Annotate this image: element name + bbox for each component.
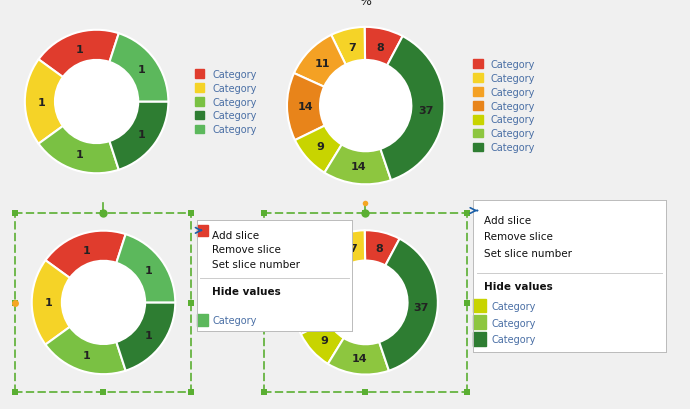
Text: 11: 11 xyxy=(318,259,334,269)
Wedge shape xyxy=(301,321,344,364)
Wedge shape xyxy=(46,231,126,278)
Text: 37: 37 xyxy=(413,302,428,312)
Title: %: % xyxy=(359,0,372,8)
Text: 1: 1 xyxy=(76,45,83,55)
Wedge shape xyxy=(331,28,365,65)
Text: 7: 7 xyxy=(349,244,357,254)
Bar xyxy=(473,332,486,346)
Wedge shape xyxy=(334,231,365,265)
Text: 8: 8 xyxy=(375,244,383,254)
Wedge shape xyxy=(380,239,438,371)
Wedge shape xyxy=(380,37,444,181)
Text: 7: 7 xyxy=(348,43,355,52)
Wedge shape xyxy=(117,303,175,371)
Circle shape xyxy=(62,261,145,344)
Text: Category: Category xyxy=(213,315,257,325)
Text: 37: 37 xyxy=(418,106,434,116)
Wedge shape xyxy=(328,338,389,375)
Circle shape xyxy=(55,61,138,144)
Text: 14: 14 xyxy=(351,162,367,171)
Wedge shape xyxy=(110,34,168,102)
Text: Add slice: Add slice xyxy=(213,230,259,240)
Text: 1: 1 xyxy=(44,298,52,308)
Text: 1: 1 xyxy=(144,265,152,275)
Bar xyxy=(197,225,208,236)
Wedge shape xyxy=(39,127,119,174)
Legend: Category, Category, Category, Category, Category: Category, Category, Category, Category, … xyxy=(195,70,257,135)
Text: 11: 11 xyxy=(315,59,330,69)
Wedge shape xyxy=(300,238,347,285)
Text: 9: 9 xyxy=(317,142,325,152)
Text: Set slice number: Set slice number xyxy=(484,248,572,258)
Circle shape xyxy=(320,61,411,152)
Wedge shape xyxy=(25,60,63,144)
Text: Set slice number: Set slice number xyxy=(213,259,300,269)
Text: Remove slice: Remove slice xyxy=(213,245,281,254)
Text: 14: 14 xyxy=(352,353,367,363)
Wedge shape xyxy=(293,273,328,334)
Bar xyxy=(473,299,486,312)
Wedge shape xyxy=(364,28,403,66)
Wedge shape xyxy=(324,145,391,185)
Text: 1: 1 xyxy=(83,350,90,360)
Text: 8: 8 xyxy=(376,43,384,53)
Text: Category: Category xyxy=(492,318,536,328)
Wedge shape xyxy=(39,31,119,78)
Text: 1: 1 xyxy=(137,130,145,139)
Bar xyxy=(473,315,486,329)
Text: Category: Category xyxy=(492,301,536,311)
Legend: Category, Category, Category, Category, Category, Category, Category: Category, Category, Category, Category, … xyxy=(473,60,535,153)
Wedge shape xyxy=(295,126,342,173)
Text: Hide values: Hide values xyxy=(213,287,281,297)
Text: Add slice: Add slice xyxy=(484,215,531,225)
Text: Remove slice: Remove slice xyxy=(484,232,553,242)
Bar xyxy=(197,315,208,326)
Wedge shape xyxy=(287,74,325,141)
Wedge shape xyxy=(110,102,168,170)
Text: Hide values: Hide values xyxy=(484,282,553,292)
Text: 1: 1 xyxy=(37,97,46,107)
Text: 14: 14 xyxy=(302,299,318,308)
Circle shape xyxy=(324,261,408,344)
Text: 9: 9 xyxy=(321,335,328,345)
Text: 1: 1 xyxy=(144,330,152,340)
Text: 14: 14 xyxy=(297,102,313,112)
Text: 1: 1 xyxy=(83,245,90,255)
Wedge shape xyxy=(32,261,70,345)
Text: Category: Category xyxy=(492,335,536,345)
Wedge shape xyxy=(365,231,400,266)
Wedge shape xyxy=(46,327,126,374)
Text: 1: 1 xyxy=(76,150,83,160)
Wedge shape xyxy=(117,235,175,303)
Wedge shape xyxy=(294,36,346,88)
Text: 1: 1 xyxy=(137,65,145,75)
